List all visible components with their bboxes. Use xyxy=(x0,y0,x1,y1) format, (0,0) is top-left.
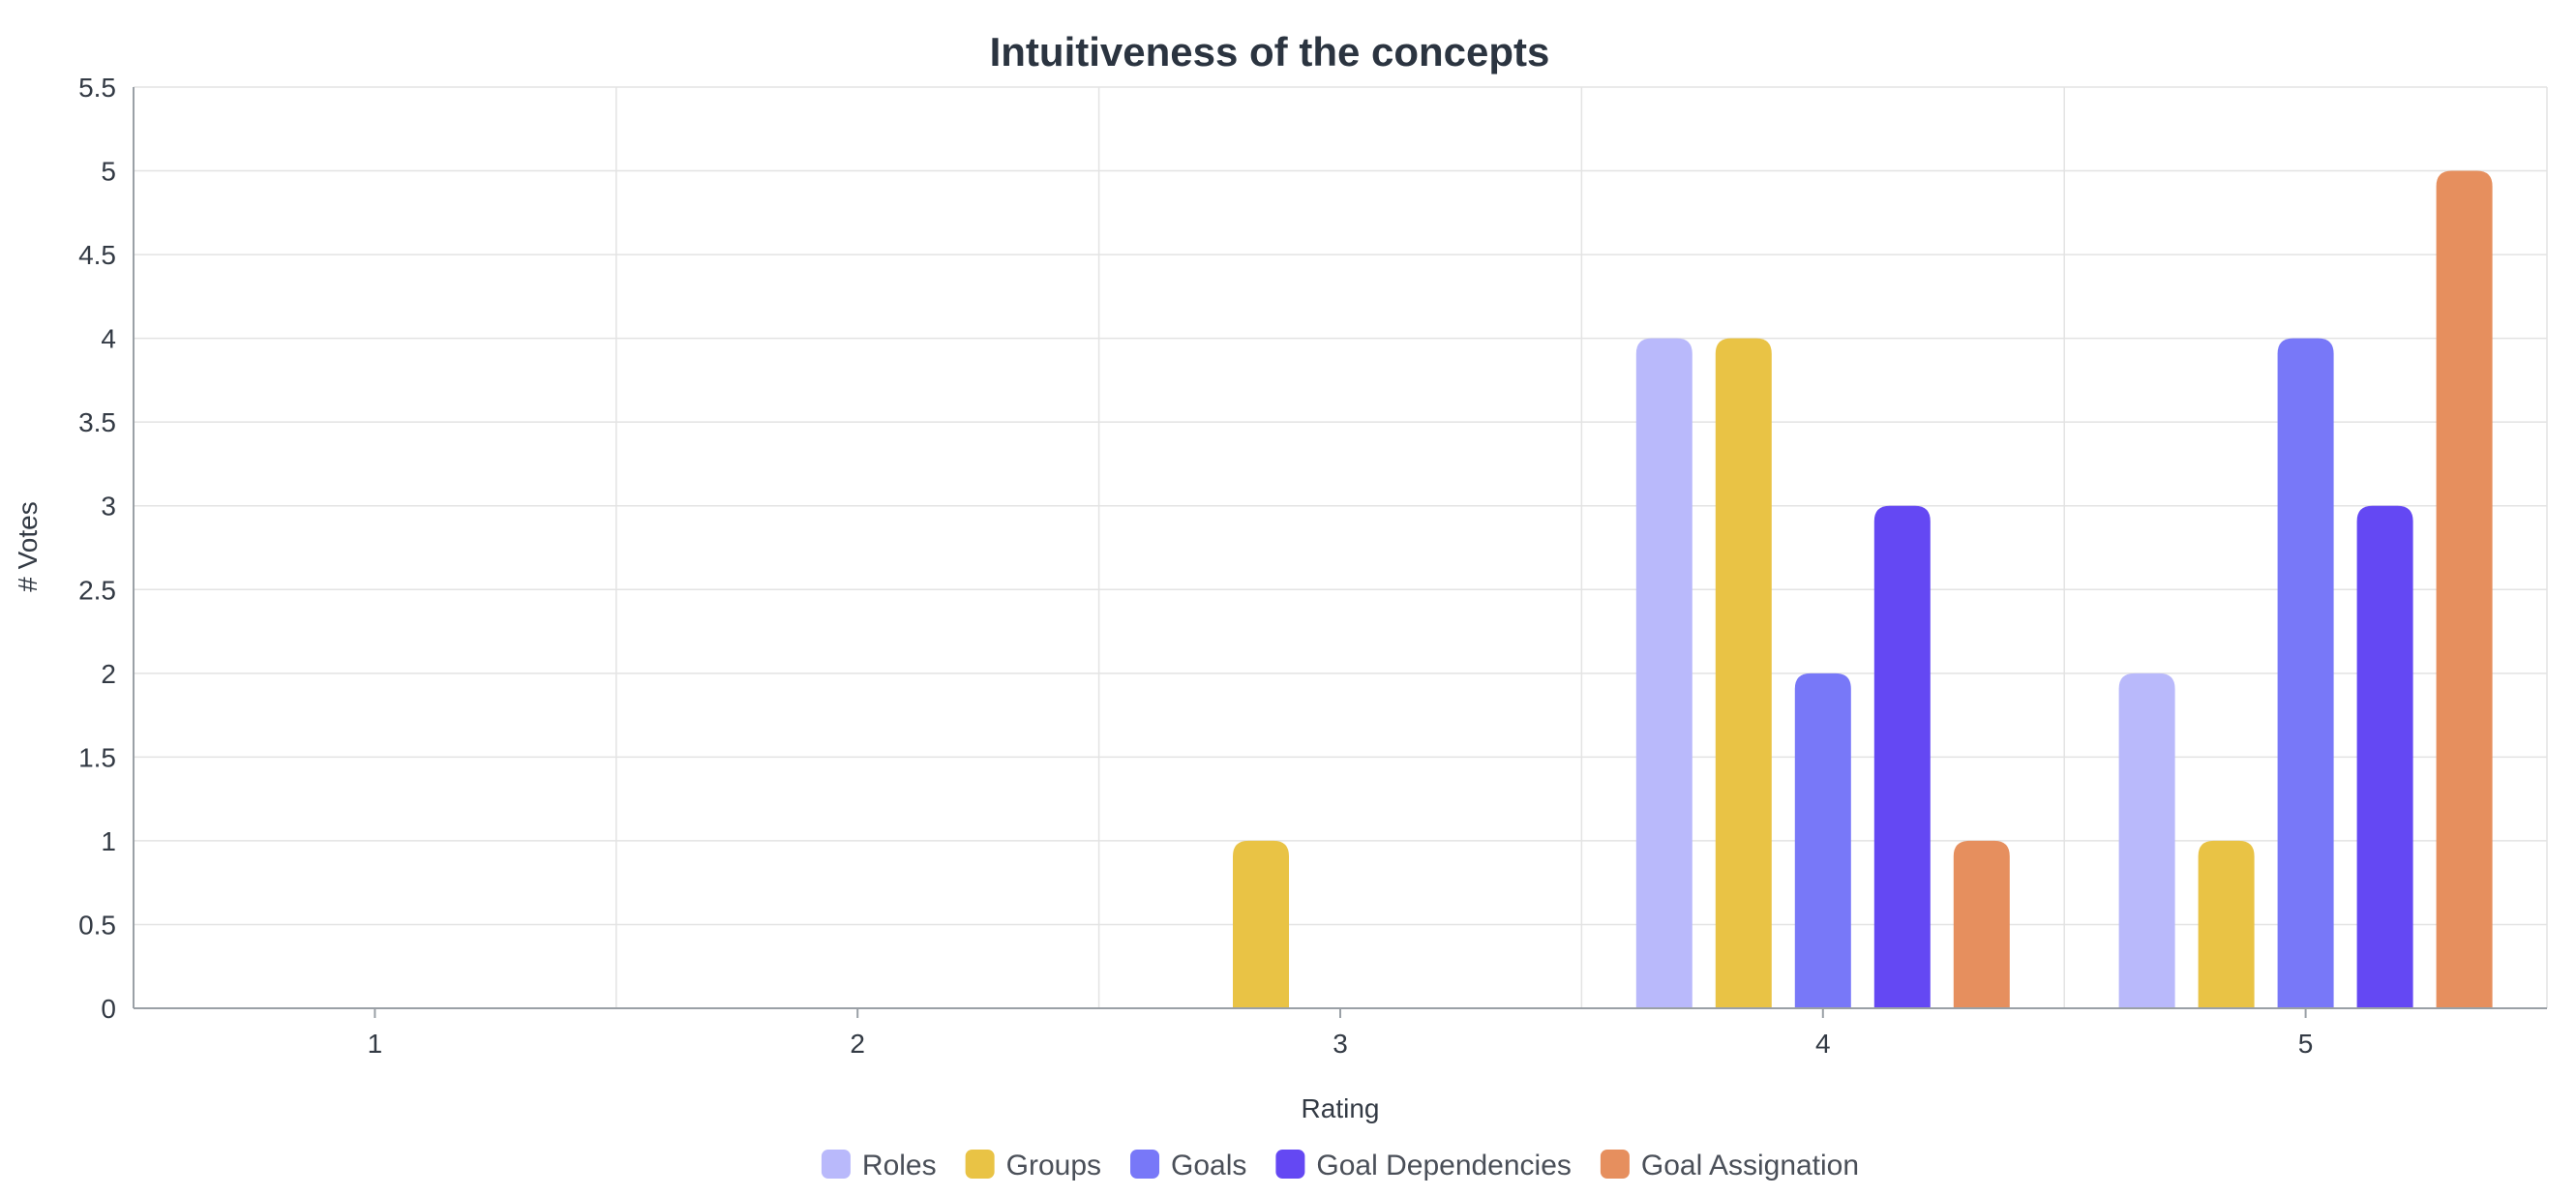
y-tick-label: 4.5 xyxy=(78,240,116,270)
x-tick-label: 4 xyxy=(1815,1029,1831,1059)
legend-label: Goal Dependencies xyxy=(1316,1150,1572,1181)
x-axis-title: Rating xyxy=(1302,1093,1380,1123)
chart-title: Intuitiveness of the concepts xyxy=(990,29,1550,75)
legend-item-groups[interactable]: Groups xyxy=(965,1150,1101,1181)
y-tick-label: 3 xyxy=(101,492,116,522)
bar-goal-dependencies-5 xyxy=(2356,505,2413,1008)
legend: Roles Groups Goals Goal Dependencies Goal As… xyxy=(821,1150,1859,1181)
legend-label: Goals xyxy=(1171,1150,1246,1181)
bar-roles-5 xyxy=(2118,673,2175,1008)
y-tick-label: 0 xyxy=(101,994,116,1024)
x-tick-label: 2 xyxy=(850,1029,865,1059)
y-axis-title: # Votes xyxy=(13,501,43,591)
legend-swatch xyxy=(1130,1150,1160,1179)
y-tick-label: 2.5 xyxy=(78,575,116,605)
bar-groups-3 xyxy=(1233,840,1289,1008)
bar-groups-4 xyxy=(1715,338,1772,1008)
y-tick-label: 4 xyxy=(101,324,116,354)
y-tick-label: 1.5 xyxy=(78,742,116,772)
bar-goal-assignation-5 xyxy=(2436,170,2493,1008)
bar-goal-assignation-4 xyxy=(1953,840,2010,1008)
x-tick-label: 5 xyxy=(2298,1029,2314,1059)
legend-swatch xyxy=(965,1150,995,1179)
legend-label: Groups xyxy=(1006,1150,1101,1181)
y-tick-label: 2 xyxy=(101,659,116,689)
bar-roles-4 xyxy=(1635,338,1692,1008)
bar-goals-5 xyxy=(2277,338,2334,1008)
y-tick-label: 5 xyxy=(101,157,116,187)
bar-goals-4 xyxy=(1794,673,1851,1008)
y-tick-label: 3.5 xyxy=(78,407,116,437)
bar-groups-5 xyxy=(2198,840,2255,1008)
legend-swatch xyxy=(821,1150,851,1179)
legend-item-roles[interactable]: Roles xyxy=(821,1150,937,1181)
x-tick-label: 3 xyxy=(1333,1029,1348,1059)
bar-goal-dependencies-4 xyxy=(1873,505,1931,1008)
y-tick-label: 1 xyxy=(101,826,116,856)
legend-item-goal-dependencies[interactable]: Goal Dependencies xyxy=(1275,1150,1572,1181)
legend-label: Goal Assignation xyxy=(1641,1150,1859,1181)
y-tick-label: 0.5 xyxy=(78,910,116,940)
legend-item-goals[interactable]: Goals xyxy=(1130,1150,1246,1181)
axis-layer: 0 0.5 1 1.5 2 2.5 3 3.5 4 4.5 5 5.5 1 2 3 4 5 xyxy=(78,73,2547,1059)
y-tick-label: 5.5 xyxy=(78,73,116,103)
grid-layer xyxy=(134,86,2548,1008)
legend-swatch xyxy=(1600,1150,1630,1179)
bar-layer xyxy=(1233,170,2493,1008)
legend-label: Roles xyxy=(862,1150,937,1181)
x-tick-label: 1 xyxy=(368,1029,383,1059)
legend-item-goal-assignation[interactable]: Goal Assignation xyxy=(1600,1150,1859,1181)
legend-swatch xyxy=(1275,1150,1305,1179)
